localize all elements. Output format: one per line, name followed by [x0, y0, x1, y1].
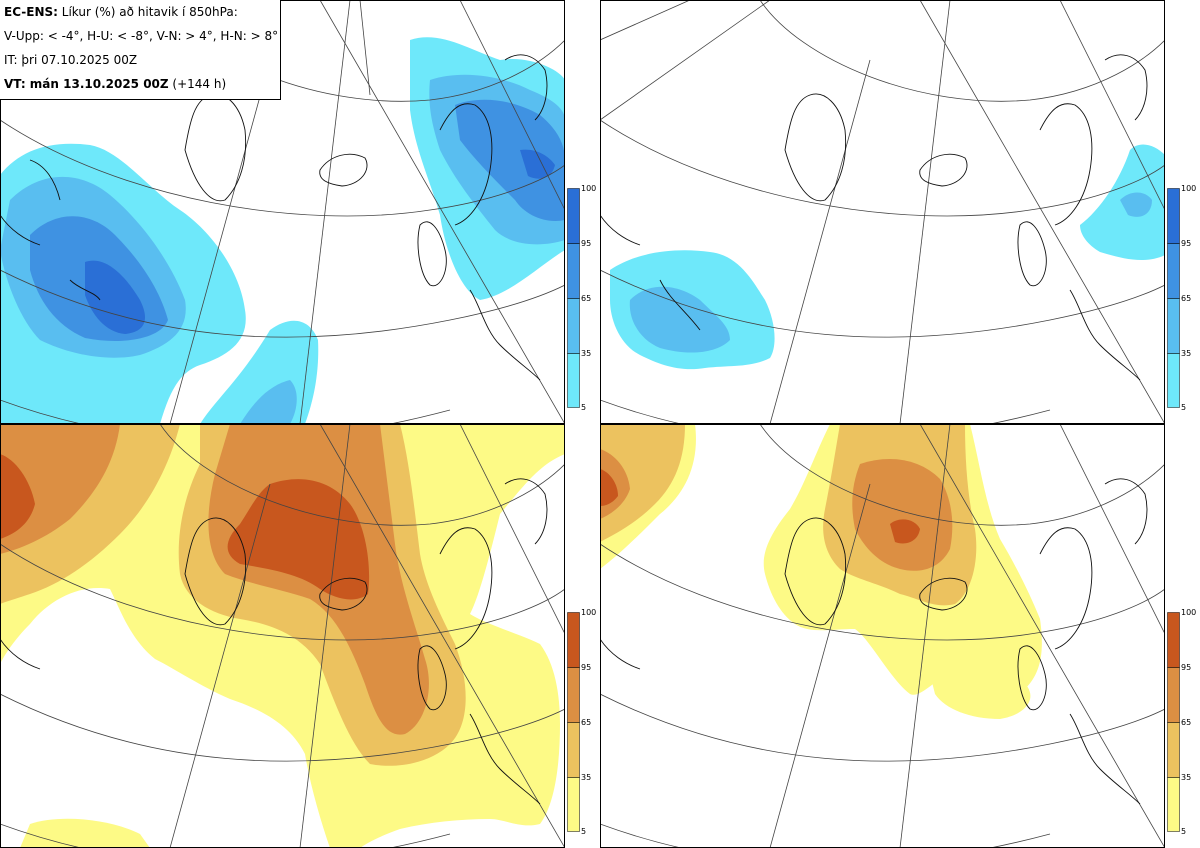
legend-valid-line: VT: mán 13.10.2025 00Z (+144 h): [4, 76, 280, 100]
map-panel-warm-4: [0, 424, 565, 848]
colorbar-tick-65: 65: [1181, 294, 1192, 303]
coastlines: [0, 54, 548, 381]
map-cold-8: [600, 0, 1165, 424]
graticule: [0, 0, 565, 424]
prob-area-5c: [930, 668, 1031, 719]
colorbar-warm-left-scale: [567, 612, 580, 832]
colorbar-tick-5: 5: [581, 403, 587, 412]
colorbar-tick-100: 100: [1181, 608, 1197, 617]
prob-area-65b: [455, 99, 565, 221]
legend-model: EC-ENS:: [4, 5, 58, 19]
map-warm-4: [0, 424, 565, 848]
legend-valid-time: VT: mán 13.10.2025 00Z: [4, 77, 169, 91]
colorbar-tick-100: 100: [581, 608, 597, 617]
map-panel-cold-4: EC-ENS: Líkur (%) að hitavik í 850hPa: V…: [0, 0, 565, 424]
colorbar-tick-5: 5: [1181, 403, 1187, 412]
map-panel-warm-8: [600, 424, 1165, 848]
colorbar-warm-left: 100 95 65 35 5: [567, 608, 597, 837]
colorbar-tick-95: 95: [581, 239, 592, 248]
colorbar-tick-35: 35: [1181, 773, 1192, 782]
colorbar-tick-35: 35: [581, 349, 592, 358]
colorbar-tick-95: 95: [581, 663, 592, 672]
prob-area-35: [629, 286, 730, 353]
colorbar-tick-35: 35: [1181, 349, 1192, 358]
prob-area-35b: [240, 380, 297, 424]
prob-area-35b: [1120, 192, 1152, 217]
prob-area-35: [600, 424, 685, 542]
map-warm-8: [600, 424, 1165, 848]
legend-title: Líkur (%) að hitavik í 850hPa:: [57, 5, 238, 19]
colorbar-cold-left: 100 95 65 35 5: [567, 184, 597, 413]
colorbar-tick-95: 95: [1181, 239, 1192, 248]
coastlines: [0, 478, 548, 805]
prob-area-65b: [852, 459, 953, 571]
map-panel-cold-8: [600, 0, 1165, 424]
colorbar-warm-right: 100 95 65 35 5: [1167, 608, 1197, 837]
legend-lead-time: (+144 h): [168, 77, 227, 91]
colorbar-tick-65: 65: [1181, 718, 1192, 727]
colorbar-tick-65: 65: [581, 294, 592, 303]
colorbar-cold-right: 100 95 65 35 5: [1167, 184, 1197, 413]
coastlines: [600, 54, 1148, 381]
prob-area-95: [600, 469, 618, 506]
graticule: [600, 0, 1165, 424]
colorbar-tick-5: 5: [1181, 827, 1187, 836]
legend-thresholds: V-Upp: < -4°, H-U: < -8°, V-N: > 4°, H-N…: [4, 29, 279, 43]
colorbar-warm-right-scale: [1167, 612, 1180, 832]
graticule: [0, 424, 565, 848]
colorbar-tick-100: 100: [1181, 184, 1197, 193]
prob-area-95: [0, 454, 35, 539]
colorbar-tick-35: 35: [581, 773, 592, 782]
prob-area-65: [0, 424, 120, 554]
colorbar-tick-95: 95: [1181, 663, 1192, 672]
colorbar-tick-100: 100: [581, 184, 597, 193]
colorbar-cold-right-scale: [1167, 188, 1180, 408]
colorbar-cold-left-scale: [567, 188, 580, 408]
map-cold-4: [0, 0, 565, 424]
colorbar-tick-5: 5: [581, 827, 587, 836]
colorbar-tick-65: 65: [581, 718, 592, 727]
prob-area-95b: [890, 519, 920, 544]
prob-area-95b: [520, 149, 555, 179]
graticule: [600, 424, 1165, 848]
map-legend: EC-ENS: Líkur (%) að hitavik í 850hPa: V…: [0, 0, 281, 100]
legend-init-time: IT: þri 07.10.2025 00Z: [4, 53, 138, 67]
legend-title-line: EC-ENS: Líkur (%) að hitavik í 850hPa:: [4, 4, 280, 28]
prob-area-5b: [20, 818, 150, 848]
coastlines: [600, 478, 1148, 805]
prob-area-95: [85, 260, 145, 334]
